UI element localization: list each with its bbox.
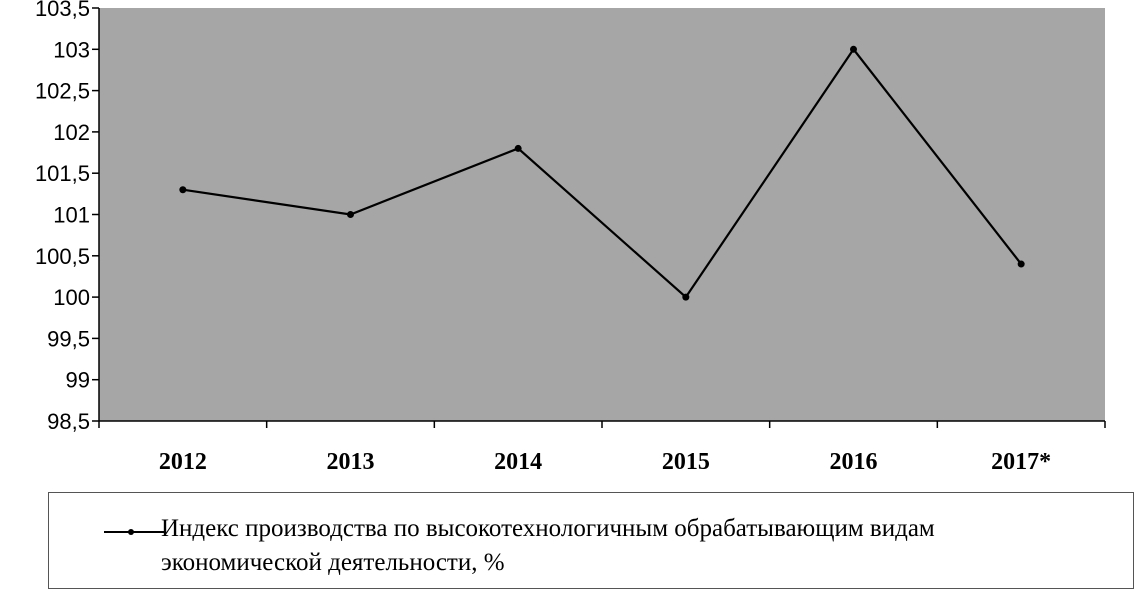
x-axis: 2012 2013 2014 2015 2016 2017* xyxy=(98,420,1106,475)
data-point xyxy=(347,211,354,218)
data-point xyxy=(514,144,522,152)
data-point xyxy=(1017,260,1025,268)
y-axis: 98,5 99 99,5 100 100,5 101 101,5 102 102,5 103 103… xyxy=(35,0,100,434)
x-tick-label: 2013 xyxy=(327,449,375,475)
x-tick-label: 2012 xyxy=(159,449,207,475)
legend-label: Индекс производства по высокотехнологичн… xyxy=(161,512,1121,580)
legend-line-marker xyxy=(104,529,166,535)
plot-area xyxy=(99,8,1105,421)
y-tick-label: 99 xyxy=(66,368,90,393)
series-group xyxy=(179,45,1025,301)
x-tick-label: 2017* xyxy=(991,449,1051,475)
y-tick-label: 103 xyxy=(53,37,90,62)
legend-label-line-2: экономической деятельности, % xyxy=(161,549,505,576)
y-tick-label: 100,5 xyxy=(35,244,90,269)
x-tick-label: 2016 xyxy=(830,449,878,475)
data-point xyxy=(850,45,857,53)
y-tick-label: 103,5 xyxy=(35,0,90,21)
y-tick-label: 101,5 xyxy=(35,161,90,186)
y-tick-label: 102,5 xyxy=(35,79,90,104)
y-tick-label: 98,5 xyxy=(47,409,90,434)
y-tick-label: 99,5 xyxy=(47,326,90,351)
y-tick-label: 100 xyxy=(53,285,90,310)
series-line xyxy=(182,47,1023,299)
y-tick-label: 102 xyxy=(53,120,90,145)
data-point xyxy=(179,186,187,194)
legend: Индекс производства по высокотехнологичн… xyxy=(48,492,1134,589)
data-point xyxy=(682,293,690,301)
x-tick-label: 2014 xyxy=(494,449,542,475)
legend-label-line-1: Индекс производства по высокотехнологичн… xyxy=(161,515,935,542)
y-tick-label: 101 xyxy=(53,203,90,228)
x-tick-label: 2015 xyxy=(662,449,710,475)
